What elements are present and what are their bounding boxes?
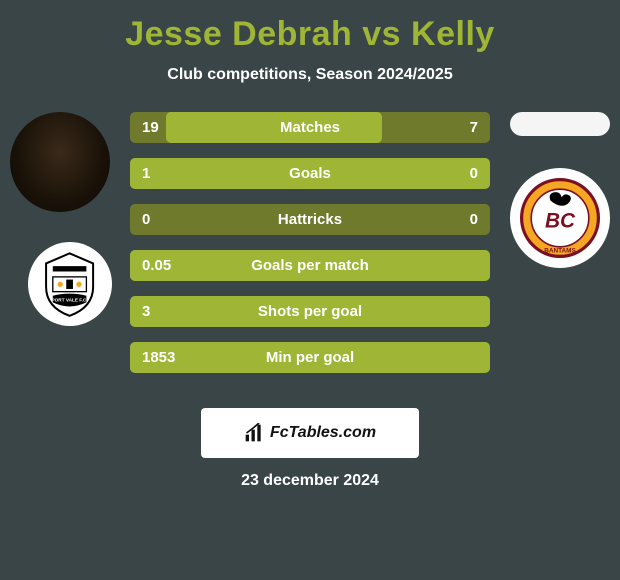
fctables-logo-icon bbox=[244, 423, 264, 443]
svg-text:BANTAMS: BANTAMS bbox=[544, 247, 576, 254]
stat-value-left: 3 bbox=[142, 296, 150, 327]
content-area: PORT VALE F.C. BC BANTAMS Matches19 7 Goal… bbox=[0, 112, 620, 392]
svg-text:PORT VALE F.C.: PORT VALE F.C. bbox=[52, 298, 88, 303]
stat-label: Goals per match bbox=[130, 250, 490, 281]
stat-value-left: 19 bbox=[142, 112, 159, 143]
attribution-badge[interactable]: FcTables.com bbox=[201, 408, 419, 458]
stat-label: Shots per goal bbox=[130, 296, 490, 327]
stat-row: Goals per match0.05 bbox=[130, 250, 490, 281]
attribution-text: FcTables.com bbox=[270, 424, 376, 442]
player-left-photo bbox=[10, 112, 110, 212]
stat-value-right: 0 bbox=[470, 158, 478, 189]
comparison-card: Jesse Debrah vs Kelly Club competitions,… bbox=[0, 0, 620, 490]
stat-row: Shots per goal3 bbox=[130, 296, 490, 327]
stat-value-right: 0 bbox=[470, 204, 478, 235]
stat-row: Min per goal1853 bbox=[130, 342, 490, 373]
page-title: Jesse Debrah vs Kelly bbox=[0, 15, 620, 54]
svg-text:BC: BC bbox=[545, 210, 576, 233]
stat-row: Matches19 7 bbox=[130, 112, 490, 143]
club-badge-left: PORT VALE F.C. bbox=[28, 242, 112, 326]
stat-row: Hattricks0 0 bbox=[130, 204, 490, 235]
stat-label: Goals bbox=[130, 158, 490, 189]
bradford-city-crest-icon: BC BANTAMS bbox=[520, 178, 600, 258]
stats-list: Matches197Goals10Hattricks00Goals per ma… bbox=[130, 112, 490, 373]
stat-label: Matches bbox=[130, 112, 490, 143]
stat-value-left: 0.05 bbox=[142, 250, 171, 281]
player-right-photo bbox=[510, 112, 610, 136]
stat-value-left: 0 bbox=[142, 204, 150, 235]
stat-row: Goals1 0 bbox=[130, 158, 490, 189]
face-placeholder bbox=[10, 112, 110, 212]
subtitle: Club competitions, Season 2024/2025 bbox=[0, 66, 620, 84]
port-vale-crest-icon: PORT VALE F.C. bbox=[36, 250, 103, 317]
club-badge-right: BC BANTAMS bbox=[510, 168, 610, 268]
stat-value-right: 7 bbox=[470, 112, 478, 143]
stat-label: Hattricks bbox=[130, 204, 490, 235]
stat-value-left: 1 bbox=[142, 158, 150, 189]
date-text: 23 december 2024 bbox=[0, 472, 620, 490]
stat-value-left: 1853 bbox=[142, 342, 175, 373]
stat-label: Min per goal bbox=[130, 342, 490, 373]
